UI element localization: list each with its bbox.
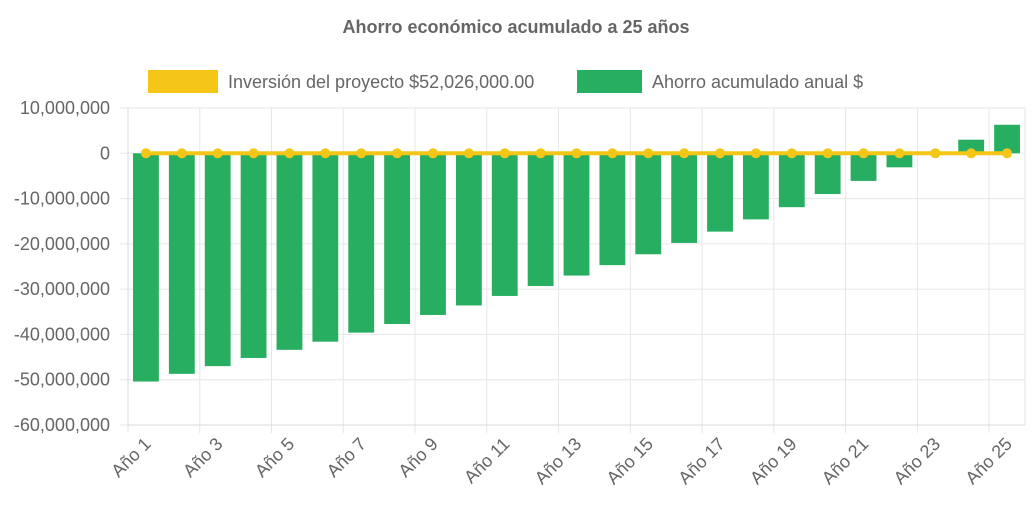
legend-swatch-investment[interactable] xyxy=(148,70,218,93)
investment-point-3[interactable] xyxy=(212,148,223,159)
bar-10[interactable] xyxy=(455,153,482,306)
y-tick-label: -10,000,000 xyxy=(14,189,110,209)
investment-point-1[interactable] xyxy=(140,148,151,159)
investment-point-19[interactable] xyxy=(786,148,797,159)
investment-point-2[interactable] xyxy=(176,148,187,159)
legend: Inversión del proyecto $52,026,000.00 Ah… xyxy=(148,70,863,93)
investment-point-17[interactable] xyxy=(715,148,726,159)
bar-6[interactable] xyxy=(312,153,339,342)
bar-19[interactable] xyxy=(778,153,805,208)
x-axis-ticks: Año 1 Año 3 Año 5 Año 7 Año 9 Año 11 Año 13 Año… xyxy=(107,434,1016,488)
x-tick-label: Año 11 xyxy=(460,434,514,488)
investment-point-21[interactable] xyxy=(858,148,869,159)
investment-point-25[interactable] xyxy=(1002,148,1013,159)
bar-17[interactable] xyxy=(707,153,733,232)
bar-16[interactable] xyxy=(671,153,698,243)
y-tick-label: -30,000,000 xyxy=(14,279,110,299)
x-tick-label: Año 17 xyxy=(674,434,728,488)
x-tick-label: Año 5 xyxy=(251,434,298,481)
bar-22[interactable] xyxy=(886,153,913,168)
x-tick-label: Año 9 xyxy=(394,434,441,481)
x-tick-label: Año 15 xyxy=(603,434,657,488)
y-tick-label: -20,000,000 xyxy=(14,234,110,254)
investment-point-9[interactable] xyxy=(427,148,438,159)
grid xyxy=(120,107,1026,433)
legend-swatch-savings[interactable] xyxy=(577,70,642,93)
bar-20[interactable] xyxy=(814,153,841,195)
bar-15[interactable] xyxy=(635,153,662,255)
investment-point-13[interactable] xyxy=(571,148,582,159)
x-tick-label: Año 13 xyxy=(531,434,585,488)
y-tick-label: -40,000,000 xyxy=(14,324,110,344)
bar-14[interactable] xyxy=(599,153,626,266)
y-tick-label: 0 xyxy=(100,143,110,163)
investment-point-10[interactable] xyxy=(463,148,474,159)
x-tick-label: Año 7 xyxy=(323,434,370,481)
bar-12[interactable] xyxy=(527,153,554,286)
x-tick-label: Año 21 xyxy=(818,434,872,488)
bar-9[interactable] xyxy=(420,153,446,315)
investment-point-15[interactable] xyxy=(643,148,654,159)
bar-5[interactable] xyxy=(276,153,303,350)
bar-series xyxy=(133,124,1020,382)
investment-point-22[interactable] xyxy=(894,148,905,159)
bar-3[interactable] xyxy=(204,153,231,367)
x-tick-label: Año 1 xyxy=(107,434,154,481)
bar-13[interactable] xyxy=(563,153,590,276)
y-tick-label: -60,000,000 xyxy=(14,415,110,435)
x-tick-label: Año 3 xyxy=(179,434,226,481)
bar-18[interactable] xyxy=(742,153,769,220)
investment-point-18[interactable] xyxy=(750,148,761,159)
legend-label-savings[interactable]: Ahorro acumulado anual $ xyxy=(652,72,863,92)
line-series xyxy=(140,148,1013,159)
investment-point-16[interactable] xyxy=(679,148,690,159)
investment-point-12[interactable] xyxy=(535,148,546,159)
bar-11[interactable] xyxy=(491,153,518,296)
investment-point-20[interactable] xyxy=(822,148,833,159)
bar-8[interactable] xyxy=(384,153,411,325)
investment-point-11[interactable] xyxy=(499,148,510,159)
investment-point-5[interactable] xyxy=(284,148,295,159)
investment-point-8[interactable] xyxy=(392,148,403,159)
y-tick-label: -50,000,000 xyxy=(14,370,110,390)
y-axis-ticks: 10,000,000 0 -10,000,000 -20,000,000 -30,000… xyxy=(14,98,110,435)
x-tick-label: Año 19 xyxy=(746,434,800,488)
y-tick-label: 10,000,000 xyxy=(20,98,110,118)
investment-point-6[interactable] xyxy=(320,148,331,159)
investment-point-4[interactable] xyxy=(248,148,259,159)
bar-2[interactable] xyxy=(168,153,195,374)
bar-1[interactable] xyxy=(133,153,159,382)
legend-label-investment[interactable]: Inversión del proyecto $52,026,000.00 xyxy=(228,72,534,92)
chart-title: Ahorro económico acumulado a 25 años xyxy=(342,17,689,37)
investment-point-23[interactable] xyxy=(930,148,941,159)
investment-point-14[interactable] xyxy=(607,148,618,159)
bar-24[interactable] xyxy=(958,139,985,154)
investment-point-24[interactable] xyxy=(966,148,977,159)
bar-7[interactable] xyxy=(348,153,375,333)
investment-point-7[interactable] xyxy=(356,148,367,159)
x-tick-label: Año 23 xyxy=(890,434,944,488)
x-tick-label: Año 25 xyxy=(961,434,1015,488)
bar-4[interactable] xyxy=(240,153,267,358)
